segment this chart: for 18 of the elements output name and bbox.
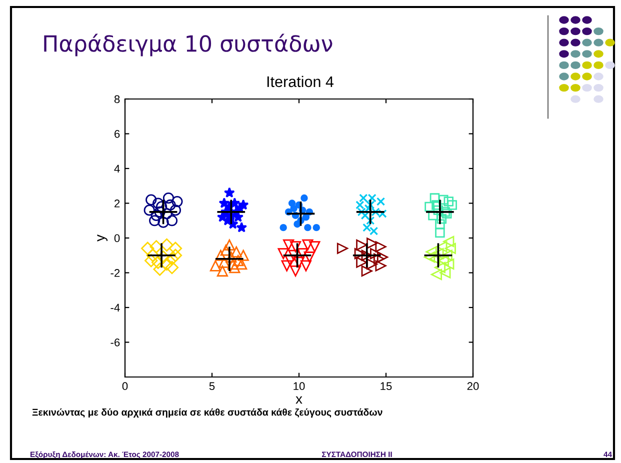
y-axis-title: y (97, 234, 108, 242)
chart-subtitle: Iteration 4 (267, 76, 334, 88)
x-tick-label: 10 (294, 382, 305, 390)
x-tick-label: 5 (209, 382, 215, 390)
y-tick-label: 0 (114, 234, 120, 242)
x-tick-label: 15 (380, 382, 392, 390)
y-tick-label: 2 (114, 200, 120, 208)
y-tick-label: 8 (114, 95, 120, 104)
y-tick-label: -6 (110, 338, 120, 346)
y-tick-label: -2 (110, 269, 120, 277)
y-tick-label: 6 (114, 130, 120, 138)
x-tick-label: 0 (122, 382, 128, 390)
y-tick-label: -4 (110, 304, 120, 312)
text: Ξεκινώντας με δύο αρχικά σημεία σε κάθε συστάδα κάθε ζεύγους συστάδων (32, 408, 382, 418)
chart-title: Παράδειγμα 10 συστάδων (44, 34, 332, 56)
x-axis-title: x (296, 396, 302, 404)
x-tick-label: 20 (467, 382, 479, 390)
y-tick-label: 4 (114, 164, 120, 173)
